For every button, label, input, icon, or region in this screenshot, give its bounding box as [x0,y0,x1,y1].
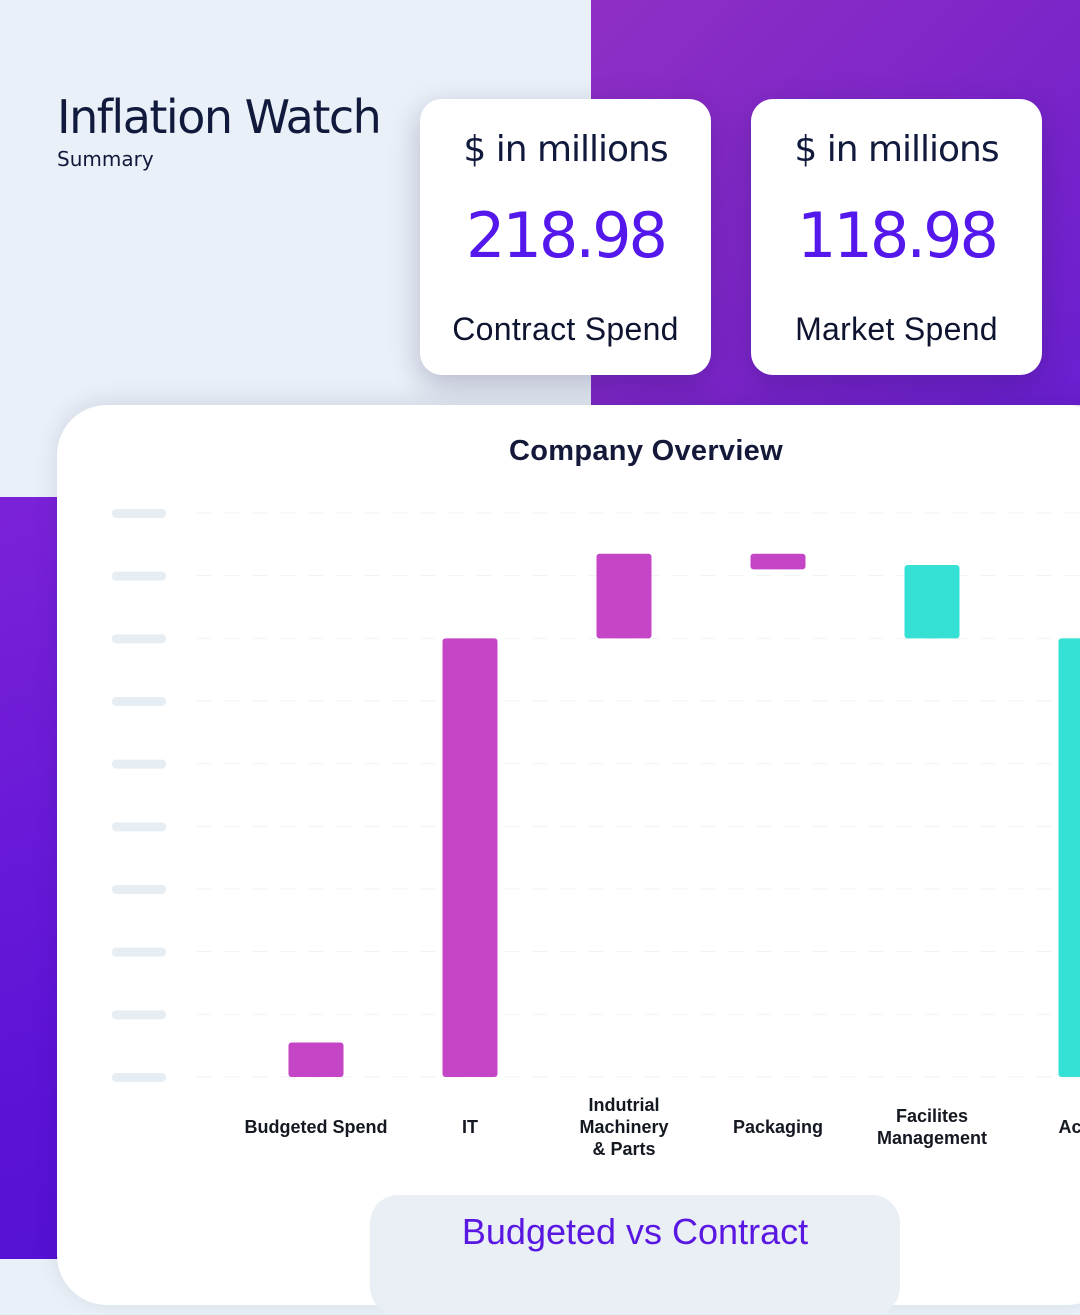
y-tick-label [112,634,166,643]
y-tick-label [112,572,166,581]
kpi-value: 218.98 [420,199,711,272]
chart-bar[interactable] [597,554,652,639]
legend-label: Budgeted vs Contract [370,1211,900,1253]
y-tick-label [112,1010,166,1019]
y-tick-label [112,509,166,518]
y-tick-label [112,948,166,957]
kpi-card-market-spend: $ in millions 118.98 Market Spend [751,99,1042,375]
chart-bar[interactable] [289,1043,344,1077]
y-tick-label [112,885,166,894]
chart-bar[interactable] [905,565,960,638]
page-subtitle: Summary [57,147,380,171]
header: Inflation Watch Summary [57,92,380,171]
kpi-unit: $ in millions [751,129,1042,170]
kpi-label: Contract Spend [420,311,711,348]
x-tick-label: IT [462,1117,478,1137]
y-tick-label [112,697,166,706]
x-tick-label: Budgeted Spend [245,1117,388,1137]
legend-item-budgeted-vs-contract[interactable]: Budgeted vs Contract [370,1195,900,1315]
kpi-value: 118.98 [751,199,1042,272]
chart-bar[interactable] [443,638,498,1077]
chart-bar[interactable] [751,554,806,570]
chart-bar[interactable] [1059,638,1080,1077]
kpi-card-contract-spend: $ in millions 218.98 Contract Spend [420,99,711,375]
x-tick-label: Actual [1058,1117,1080,1137]
y-tick-label [112,760,166,769]
page-title: Inflation Watch [57,92,380,143]
x-tick-label: Packaging [733,1117,823,1137]
y-tick-label [112,822,166,831]
kpi-unit: $ in millions [420,129,711,170]
kpi-label: Market Spend [751,311,1042,348]
y-tick-label [112,1073,166,1082]
